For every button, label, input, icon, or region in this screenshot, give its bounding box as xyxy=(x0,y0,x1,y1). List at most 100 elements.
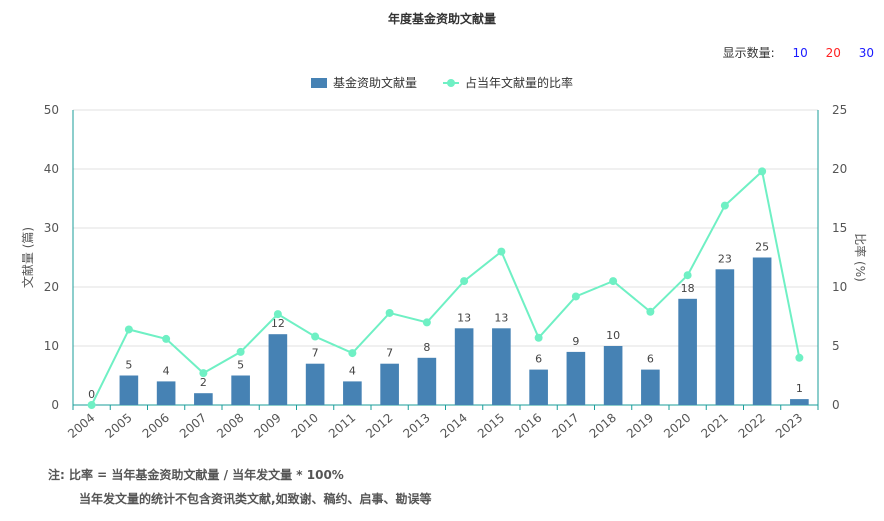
bar xyxy=(305,363,325,405)
bar xyxy=(380,363,399,405)
ratio-point xyxy=(311,332,320,341)
y-right-tick-label: 25 xyxy=(832,103,847,117)
bar xyxy=(231,375,250,405)
note-line-2: 当年发文量的统计不包含资讯类文献,如致谢、稿约、启事、勘误等 xyxy=(79,492,432,506)
bar-data-label: 4 xyxy=(349,364,356,377)
y-left-tick-label: 20 xyxy=(44,280,59,294)
x-tick-label: 2020 xyxy=(661,411,693,441)
ratio-point xyxy=(162,334,171,343)
x-tick-label: 2015 xyxy=(475,411,507,441)
bar-data-label: 9 xyxy=(572,335,579,348)
bar-data-label: 5 xyxy=(125,359,132,372)
ratio-point xyxy=(609,277,618,286)
bar xyxy=(454,328,474,405)
ratio-point xyxy=(273,310,282,319)
bar-data-label: 18 xyxy=(681,282,695,295)
y-left-tick-label: 0 xyxy=(51,398,59,412)
ratio-point xyxy=(758,167,767,176)
y-left-tick-label: 40 xyxy=(44,162,59,176)
bar-data-label: 13 xyxy=(494,311,508,324)
show-count-option-30[interactable]: 30 xyxy=(858,46,874,60)
ratio-point xyxy=(236,347,245,356)
y-left-axis-title: 文献量 (篇) xyxy=(20,227,35,288)
x-tick-label: 2018 xyxy=(587,411,619,441)
bar xyxy=(343,381,362,405)
y-right-tick-label: 15 xyxy=(832,221,847,235)
chart-title: 年度基金资助文献量 xyxy=(387,12,496,26)
bar xyxy=(119,375,139,405)
x-tick-label: 2012 xyxy=(363,411,395,441)
show-count-label: 显示数量: xyxy=(722,46,775,60)
show-count-option-20[interactable]: 20 xyxy=(825,46,841,60)
y-right-axis-title: 比率 (%) xyxy=(853,233,868,282)
x-tick-label: 2021 xyxy=(698,411,730,441)
y-left-tick-label: 50 xyxy=(44,103,59,117)
bar xyxy=(529,369,548,405)
x-tick-label: 2016 xyxy=(512,411,544,441)
bar xyxy=(678,298,697,405)
x-tick-label: 2022 xyxy=(736,411,768,441)
ratio-point xyxy=(422,318,431,327)
ratio-point xyxy=(534,333,543,342)
line-swatch-icon xyxy=(443,78,459,88)
ratio-point xyxy=(87,401,96,409)
x-tick-label: 2023 xyxy=(773,411,805,441)
bar-data-label: 4 xyxy=(163,364,170,377)
bar-data-label: 1 xyxy=(796,382,803,395)
bar-data-label: 6 xyxy=(647,353,654,366)
bar xyxy=(752,257,772,405)
bar-data-label: 0 xyxy=(88,388,95,401)
legend-item-line[interactable]: 占当年文献量的比率 xyxy=(443,74,573,91)
x-tick-label: 2007 xyxy=(177,411,209,441)
bar xyxy=(492,328,511,405)
x-tick-label: 2019 xyxy=(624,411,656,441)
ratio-point xyxy=(348,349,357,358)
x-tick-label: 2009 xyxy=(251,411,283,441)
bar xyxy=(790,399,809,405)
x-tick-label: 2013 xyxy=(400,411,432,441)
legend-bar-label: 基金资助文献量 xyxy=(332,76,417,90)
ratio-point xyxy=(460,277,469,286)
y-left-tick-label: 10 xyxy=(44,339,59,353)
bar-data-label: 6 xyxy=(535,353,542,366)
ratio-point xyxy=(720,201,729,210)
bar-data-label: 13 xyxy=(457,311,471,324)
ratio-point xyxy=(646,307,655,316)
y-right-tick-label: 10 xyxy=(832,280,847,294)
bar-data-label: 2 xyxy=(200,376,207,389)
ratio-point xyxy=(385,308,394,317)
x-tick-label: 2004 xyxy=(65,411,97,441)
bar-data-label: 8 xyxy=(423,341,430,354)
bar xyxy=(417,357,437,405)
bar-data-label: 5 xyxy=(237,359,244,372)
bar xyxy=(156,381,176,405)
legend-line-label: 占当年文献量的比率 xyxy=(465,76,574,90)
y-right-tick-label: 5 xyxy=(832,339,840,353)
bar xyxy=(566,351,586,405)
ratio-point xyxy=(124,325,133,334)
x-tick-label: 2017 xyxy=(549,411,581,441)
show-count-selector: 显示数量: 10 20 30 xyxy=(723,44,874,61)
ratio-point xyxy=(683,271,692,280)
bar-data-label: 23 xyxy=(718,252,732,265)
y-right-tick-label: 20 xyxy=(832,162,847,176)
y-left-tick-label: 30 xyxy=(44,221,59,235)
ratio-line xyxy=(90,169,801,406)
show-count-option-10[interactable]: 10 xyxy=(792,46,808,60)
ratio-point xyxy=(497,247,506,256)
ratio-point xyxy=(199,369,208,378)
ratio-point xyxy=(571,292,580,301)
x-tick-label: 2008 xyxy=(214,411,246,441)
x-tick-label: 2005 xyxy=(102,411,134,441)
legend-item-bar[interactable]: 基金资助文献量 xyxy=(310,74,417,91)
bar xyxy=(603,346,623,405)
bar-data-label: 12 xyxy=(271,317,285,330)
x-tick-label: 2006 xyxy=(140,411,172,441)
x-tick-label: 2014 xyxy=(438,411,470,441)
bar xyxy=(641,369,660,405)
bar-data-label: 7 xyxy=(312,347,319,360)
x-tick-label: 2011 xyxy=(326,411,358,441)
bar-swatch-icon xyxy=(310,77,327,88)
note-line-1: 注: 比率 = 当年基金资助文献量 / 当年发文量 * 100% xyxy=(48,468,344,482)
